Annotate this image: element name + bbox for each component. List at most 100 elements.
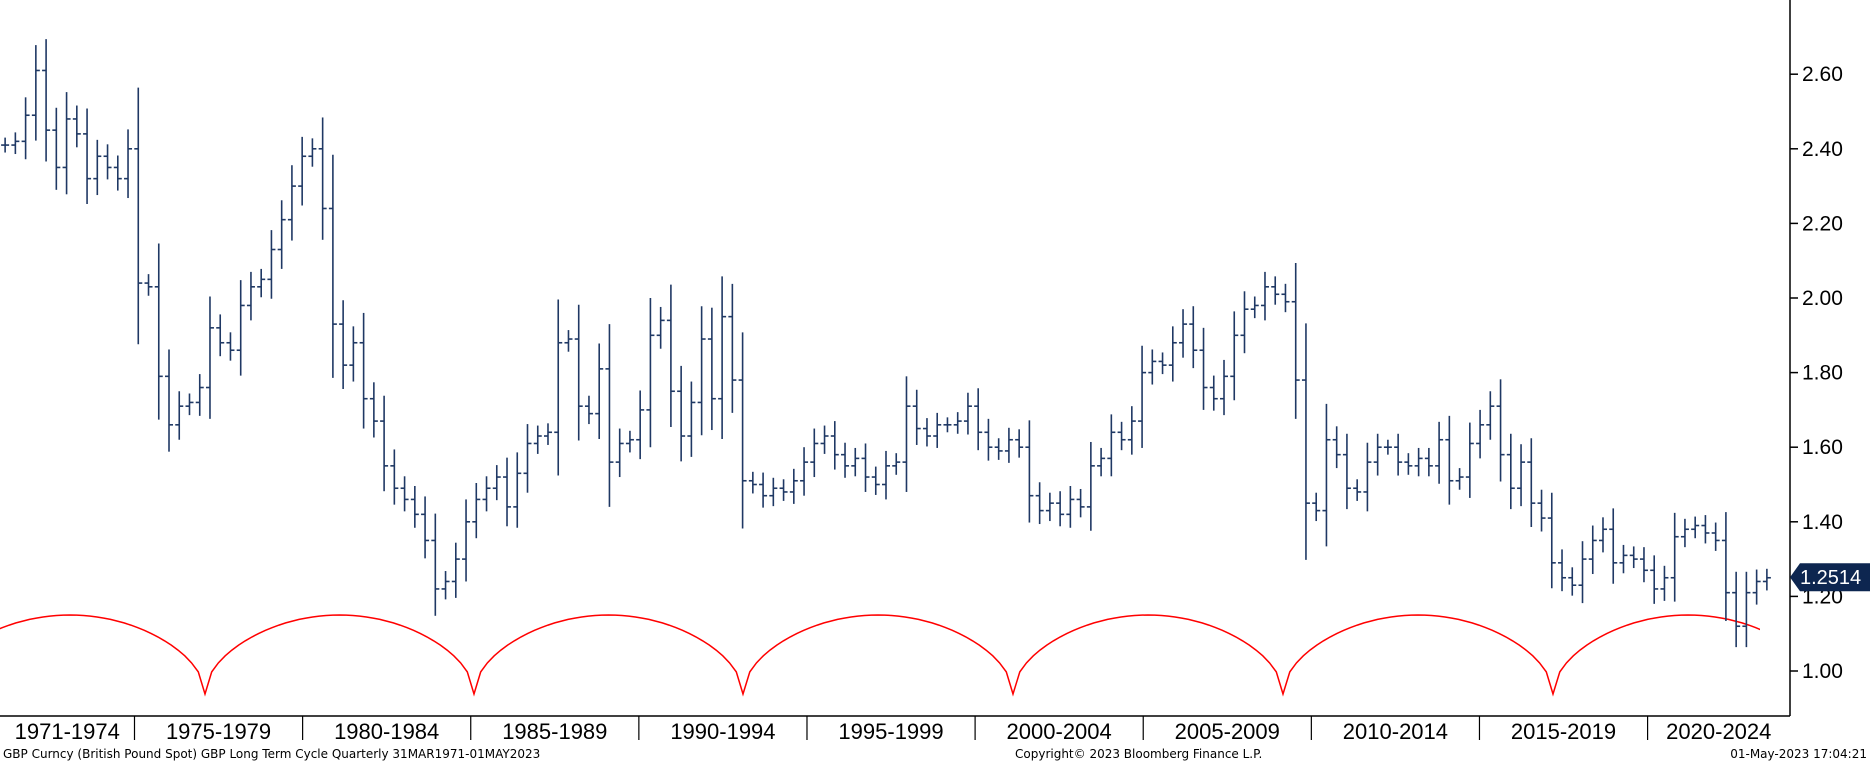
ohlc-bar [656,306,665,349]
ohlc-bar [892,453,901,475]
period-label: 1971-1974 [15,719,120,744]
ohlc-bar [1455,468,1464,490]
ohlc-bar [390,449,399,505]
ohlc-bar [205,296,214,419]
ohlc-bar [1056,491,1065,527]
y-tick-label: 1.60 [1802,436,1843,459]
ohlc-bar [912,389,921,445]
ohlc-bar [615,428,624,478]
ohlc-bar [1609,508,1618,584]
ohlc-bar [625,430,634,453]
ohlc-bar [318,117,327,240]
ohlc-bar [195,374,204,416]
ohlc-bar [1107,414,1116,477]
ohlc-bar [21,97,30,160]
ohlc-bar [1752,569,1761,605]
ohlc-bar [62,92,71,195]
ohlc-bar [933,412,942,448]
ohlc-bar [513,452,522,528]
ohlc-bar [1742,571,1751,648]
ohlc-bar [820,425,829,454]
ohlc-bar [697,306,706,436]
ohlc-bar [1015,429,1024,458]
ohlc-bar [1568,567,1577,596]
ohlc-bar [1496,379,1505,482]
ohlc-bar [421,496,430,559]
ohlc-bar [380,395,389,492]
y-tick-label: 2.00 [1802,287,1843,310]
ohlc-bar [1301,323,1310,560]
ohlc-bar [994,438,1003,460]
ohlc-bar [830,421,839,470]
ohlc-bar [1342,433,1351,510]
ohlc-bar [943,417,952,433]
ohlc-bar [441,571,450,600]
ohlc-bar [789,468,798,504]
ohlc-bar [31,45,40,141]
ohlc-bar [1721,512,1730,622]
ohlc-bar [1762,568,1771,591]
ohlc-bar [103,144,112,180]
ohlc-bar [1230,311,1239,401]
ohlc-bar [963,392,972,435]
ohlc-bar [339,300,348,390]
ohlc-bar [1271,276,1280,305]
ohlc-bar [369,382,378,438]
ohlc-bar [1711,522,1720,551]
ohlc-bar [1291,262,1300,419]
ohlc-bar [564,330,573,352]
ohlc-bar [246,271,255,321]
ohlc-bar [328,154,337,378]
ohlc-bar [1035,482,1044,525]
ohlc-bar [1138,345,1147,448]
ohlc-bar [1383,439,1392,455]
ohlc-bar [779,479,788,501]
ohlc-bar [605,324,614,507]
ohlc-bar [677,365,686,462]
ohlc-bar [1701,515,1710,544]
ohlc-bar [503,457,512,527]
ohlc-bar [1250,296,1259,319]
y-tick-label: 2.60 [1802,63,1843,86]
ohlc-bar [124,129,133,199]
ohlc-bar [861,443,870,492]
period-label: 1995-1999 [838,719,943,744]
ohlc-bar [287,165,296,241]
ohlc-bar [1445,415,1454,505]
period-label: 1990-1994 [670,719,775,744]
period-label: 1975-1979 [166,719,271,744]
ohlc-bar [1598,517,1607,553]
ohlc-bar [1189,306,1198,369]
period-label: 2015-2019 [1511,719,1616,744]
period-label: 2010-2014 [1343,719,1448,744]
ohlc-bar [841,442,850,478]
ohlc-bar [472,483,481,539]
ohlc-bar [113,155,122,191]
ohlc-bar [584,395,593,425]
ohlc-bar [523,424,532,493]
ohlc-bar [533,425,542,454]
ohlc-bar [1424,447,1433,477]
ohlc-bar [718,276,727,439]
ohlc-bar [554,299,563,476]
ohlc-bar [1209,375,1218,411]
ohlc-bar [707,307,716,431]
ohlc-bar [1373,433,1382,476]
ohlc-bar [1025,420,1034,523]
y-tick-label: 1.80 [1802,362,1843,385]
ohlc-bar [1691,516,1700,539]
ohlc-bar [1148,349,1157,385]
y-axis: 1.001.201.401.601.802.002.202.402.60 [1789,0,1843,716]
ohlc-bar [185,393,194,416]
ohlc-bar [1506,433,1515,510]
ohlc-bar [953,412,962,434]
ohlc-bar [1260,271,1269,321]
ohlc-bar [1363,442,1372,512]
ohlc-bar [410,485,419,528]
ohlc-bar [810,428,819,478]
ohlc-bar [1435,421,1444,484]
ohlc-bar [1220,359,1229,416]
ohlc-bar [748,471,757,494]
ohlc-bar [1045,492,1054,522]
